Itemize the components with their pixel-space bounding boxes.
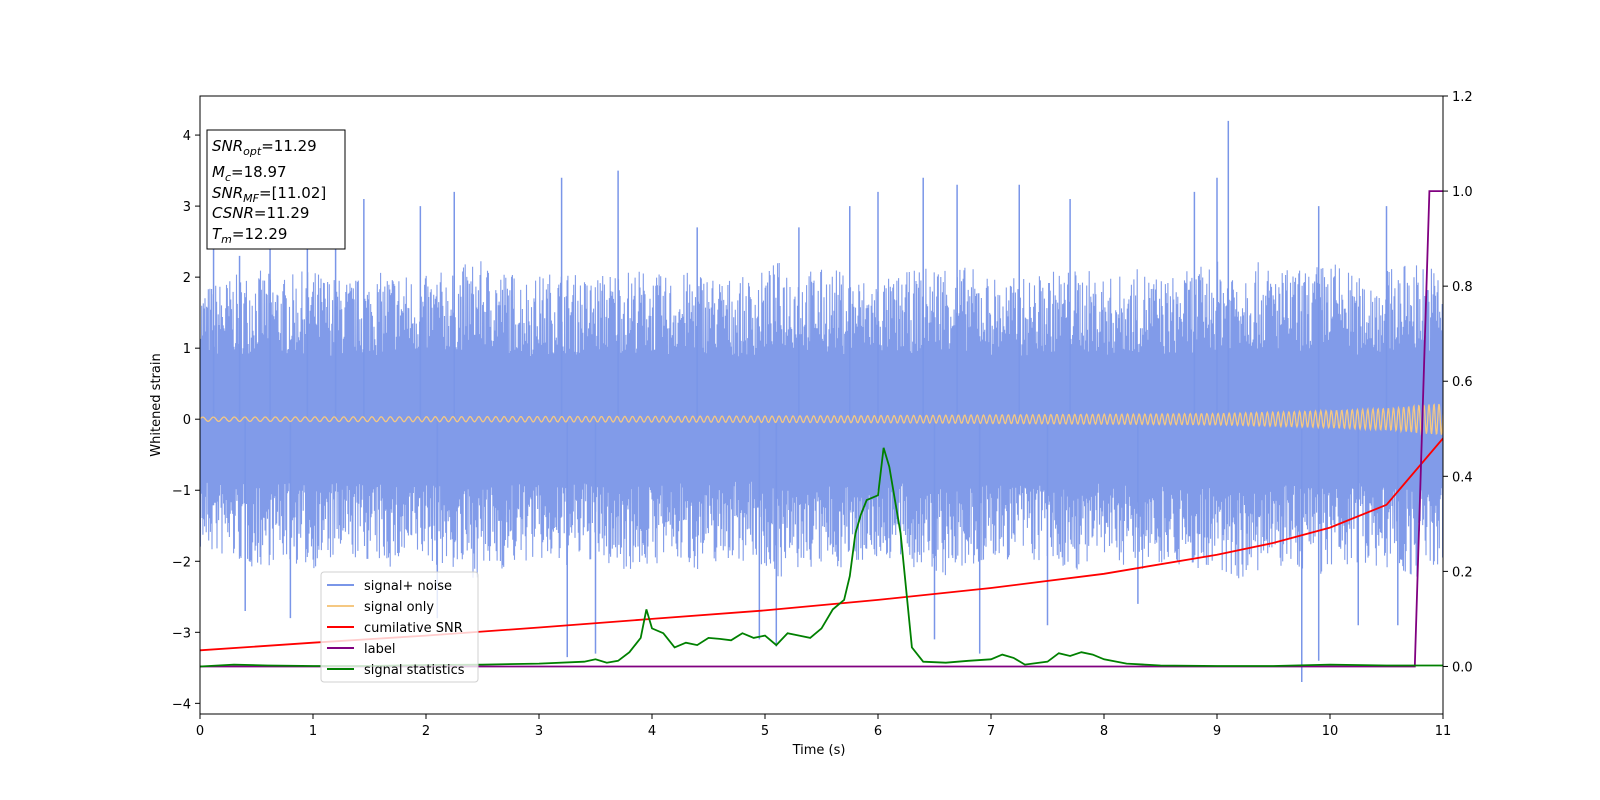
series-signal-only xyxy=(200,403,1443,436)
series-label xyxy=(200,190,1443,668)
plot-frame xyxy=(199,95,1444,715)
legend: signal+ noise signal only cumilative SNR… xyxy=(320,571,479,683)
y-axis-label: Whitened strain xyxy=(149,353,164,456)
y-left-tick-label: −3 xyxy=(172,626,191,641)
y-right-tick-label: 0.6 xyxy=(1452,375,1473,390)
annotation-line-tm: Tm=12.29 xyxy=(212,225,287,246)
series-signal-noise xyxy=(200,261,1443,579)
y-left-tick-label: −4 xyxy=(172,697,191,712)
y-right-tick-label: 0.2 xyxy=(1452,565,1473,580)
x-tick-label: 0 xyxy=(196,724,204,739)
x-tick-label: 8 xyxy=(1100,724,1108,739)
x-tick-label: 3 xyxy=(535,724,543,739)
legend-frame xyxy=(320,571,479,683)
annotation-line-snr-opt: SNRopt=11.29 xyxy=(212,137,317,158)
x-tick-label: 6 xyxy=(874,724,882,739)
y-left-tick-label: 0 xyxy=(183,413,191,428)
x-tick-label: 10 xyxy=(1322,724,1339,739)
series-signal-statistics xyxy=(200,447,1443,668)
x-tick-label: 11 xyxy=(1435,724,1452,739)
annotation-line-snr-mf: SNRMF=[11.02] xyxy=(212,184,326,205)
y-left-tick-label: −2 xyxy=(172,555,191,570)
y-right-tick-label: 0.4 xyxy=(1452,470,1473,485)
x-tick-label: 4 xyxy=(648,724,656,739)
annotation-box: SNRopt=11.29 Mc=18.97 SNRMF=[11.02] CSNR… xyxy=(206,129,346,250)
x-tick-label: 2 xyxy=(422,724,430,739)
legend-label-signal-noise: signal+ noise xyxy=(364,579,452,594)
x-axis-label: Time (s) xyxy=(792,743,846,758)
y-right-tick-label: 1.0 xyxy=(1452,185,1473,200)
y-right-tick-label: 0.8 xyxy=(1452,280,1473,295)
annotation-frame xyxy=(206,129,346,250)
y-right-tick-label: 0.0 xyxy=(1452,660,1473,675)
annotation-line-mc: Mc=18.97 xyxy=(212,163,287,184)
y-left-tick-label: 2 xyxy=(183,271,191,286)
axes: 0 1 2 3 4 5 6 7 8 9 10 1143210−1−2−3−40.00.20.40.60… xyxy=(172,90,1473,739)
plot-area xyxy=(200,120,1443,683)
y-left-tick-label: 1 xyxy=(183,342,191,357)
legend-label-signal-statistics: signal statistics xyxy=(364,663,465,678)
x-tick-label: 7 xyxy=(987,724,995,739)
annotation-line-csnr: CSNR=11.29 xyxy=(212,204,309,222)
legend-label-label: label xyxy=(364,642,395,657)
x-tick-label: 5 xyxy=(761,724,769,739)
x-tick-label: 1 xyxy=(309,724,317,739)
x-tick-label: 9 xyxy=(1213,724,1221,739)
y-left-tick-label: 4 xyxy=(183,129,191,144)
legend-label-signal-only: signal only xyxy=(364,600,434,615)
y-left-tick-label: 3 xyxy=(183,200,191,215)
y-right-tick-label: 1.2 xyxy=(1452,90,1473,105)
y-left-tick-label: −1 xyxy=(172,484,191,499)
legend-label-cumulative-snr: cumilative SNR xyxy=(364,621,463,636)
